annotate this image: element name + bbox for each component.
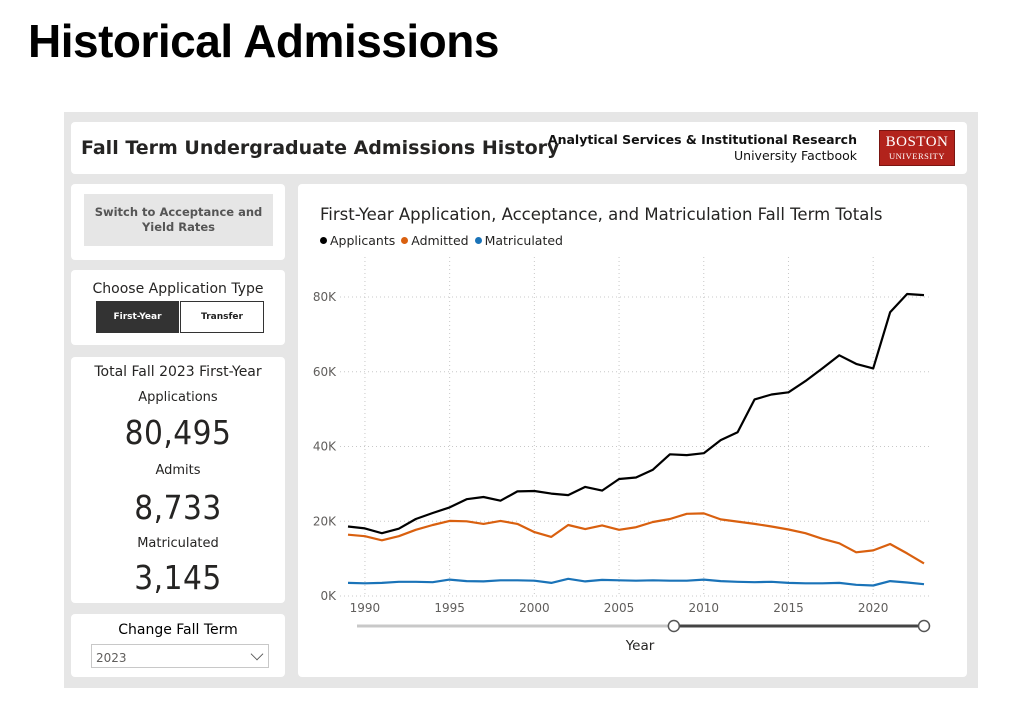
y-tick-label: 40K (313, 440, 337, 454)
fall-term-label: Change Fall Term (118, 622, 238, 638)
org-name: Analytical Services & Institutional Rese… (547, 132, 857, 147)
x-tick-label: 1990 (350, 601, 381, 615)
x-tick-label: 2020 (858, 601, 889, 615)
switch-to-rates-button[interactable]: Switch to Acceptance and Yield Rates (84, 194, 273, 246)
x-tick-label: 2010 (688, 601, 719, 615)
chart-legend: Applicants Admitted Matriculated (320, 233, 563, 248)
application-type-label: Choose Application Type (92, 281, 264, 297)
fall-term-dropdown[interactable]: 2023 (91, 644, 269, 668)
admits-label: Admits (155, 463, 201, 478)
legend-matriculated[interactable]: Matriculated (474, 233, 563, 248)
x-tick-label: 2005 (604, 601, 635, 615)
y-tick-label: 0K (320, 589, 337, 603)
fall-term-card: Change Fall Term 2023 (71, 614, 285, 677)
org-subtitle: University Factbook (734, 148, 857, 163)
matriculated-label: Matriculated (137, 536, 219, 551)
org-info: Analytical Services & Institutional Rese… (548, 132, 857, 164)
applications-label: Applications (138, 390, 218, 405)
slider-end-handle[interactable] (917, 619, 931, 633)
x-tick-label: 2015 (773, 601, 804, 615)
first-year-button[interactable]: First-Year (96, 301, 179, 333)
transfer-button[interactable]: Transfer (180, 301, 264, 333)
switch-card: Switch to Acceptance and Yield Rates (71, 184, 285, 260)
boston-university-logo: BOSTON UNIVERSITY (879, 130, 955, 166)
y-tick-label: 80K (313, 290, 337, 304)
report-title: Fall Term Undergraduate Admissions Histo… (81, 137, 560, 159)
fall-term-value: 2023 (96, 651, 127, 665)
y-tick-label: 60K (313, 365, 337, 379)
logo-line1: BOSTON (885, 134, 949, 150)
line-chart: 0K 20K 40K 60K 80K 1990 1995 2000 2005 2010 2015 20… (313, 257, 931, 654)
admits-value: 8,733 (134, 488, 222, 527)
totals-card: Total Fall 2023 First-Year Applications … (71, 357, 285, 603)
chart-card: First-Year Application, Acceptance, and … (298, 184, 967, 677)
application-type-card: Choose Application Type First-Year Trans… (71, 270, 285, 345)
series-admitted-line (347, 512, 925, 565)
matriculated-value: 3,145 (134, 558, 222, 597)
header-card: Fall Term Undergraduate Admissions Histo… (71, 122, 967, 174)
x-tick-label: 1995 (434, 601, 465, 615)
page-title: Historical Admissions (28, 15, 499, 67)
logo-line2: UNIVERSITY (889, 151, 945, 161)
chevron-down-icon (250, 647, 264, 661)
totals-heading: Total Fall 2023 First-Year (94, 364, 262, 380)
legend-applicants[interactable]: Applicants (320, 233, 395, 248)
x-tick-label: 2000 (519, 601, 550, 615)
applications-value: 80,495 (124, 413, 232, 452)
chart-title: First-Year Application, Acceptance, and … (320, 205, 883, 224)
slider-start-handle[interactable] (667, 619, 681, 633)
y-tick-label: 20K (313, 514, 337, 528)
x-axis-title: Year (625, 638, 655, 654)
series-applicants-line (347, 292, 925, 535)
legend-admitted[interactable]: Admitted (401, 233, 469, 248)
series-matriculated-line (347, 577, 925, 587)
